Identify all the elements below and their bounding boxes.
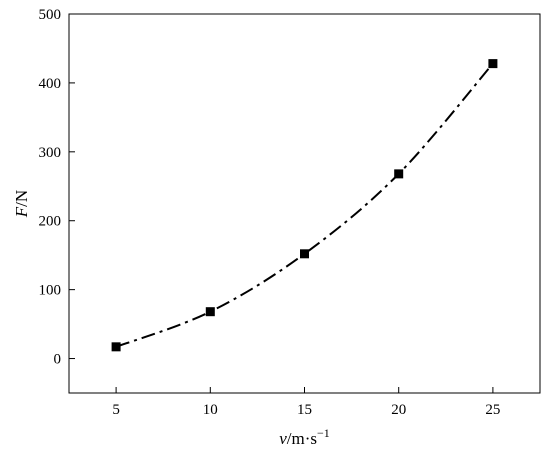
data-point-marker [300, 249, 309, 259]
y-tick-label: 300 [39, 145, 62, 161]
data-point-marker [488, 59, 498, 69]
y-axis-title: F/N [12, 190, 31, 218]
y-tick-label: 100 [39, 283, 62, 299]
x-axis-unit: /m·s [287, 429, 317, 448]
y-axis-variable: F [12, 206, 31, 218]
data-point-marker [111, 342, 121, 352]
y-axis-ticks: 0 100 200 300 400 500 [39, 7, 75, 368]
data-point-marker [394, 169, 404, 179]
x-axis-title: v/m·s−1 [279, 426, 330, 448]
x-tick-label: 25 [485, 402, 500, 418]
x-tick-label: 10 [203, 402, 218, 418]
x-tick-label: 20 [391, 402, 406, 418]
y-tick-label: 0 [54, 352, 62, 368]
x-tick-label: 5 [112, 402, 120, 418]
y-axis-unit: /N [12, 190, 31, 207]
series-layer [111, 59, 498, 352]
x-axis-ticks: 5 10 15 20 25 [112, 387, 500, 418]
data-point-marker [205, 307, 215, 317]
x-axis-variable: v [279, 429, 287, 448]
plot-frame [68, 13, 541, 394]
y-tick-label: 500 [39, 7, 62, 23]
x-axis-exponent: −1 [317, 426, 330, 440]
series-line [115, 62, 494, 348]
y-tick-label: 200 [39, 214, 62, 230]
y-tick-label: 400 [39, 76, 62, 92]
x-tick-label: 15 [297, 402, 312, 418]
